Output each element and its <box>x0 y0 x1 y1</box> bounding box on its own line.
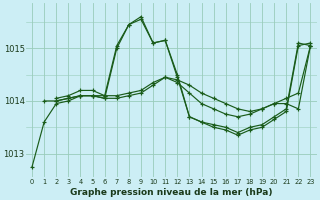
X-axis label: Graphe pression niveau de la mer (hPa): Graphe pression niveau de la mer (hPa) <box>70 188 273 197</box>
